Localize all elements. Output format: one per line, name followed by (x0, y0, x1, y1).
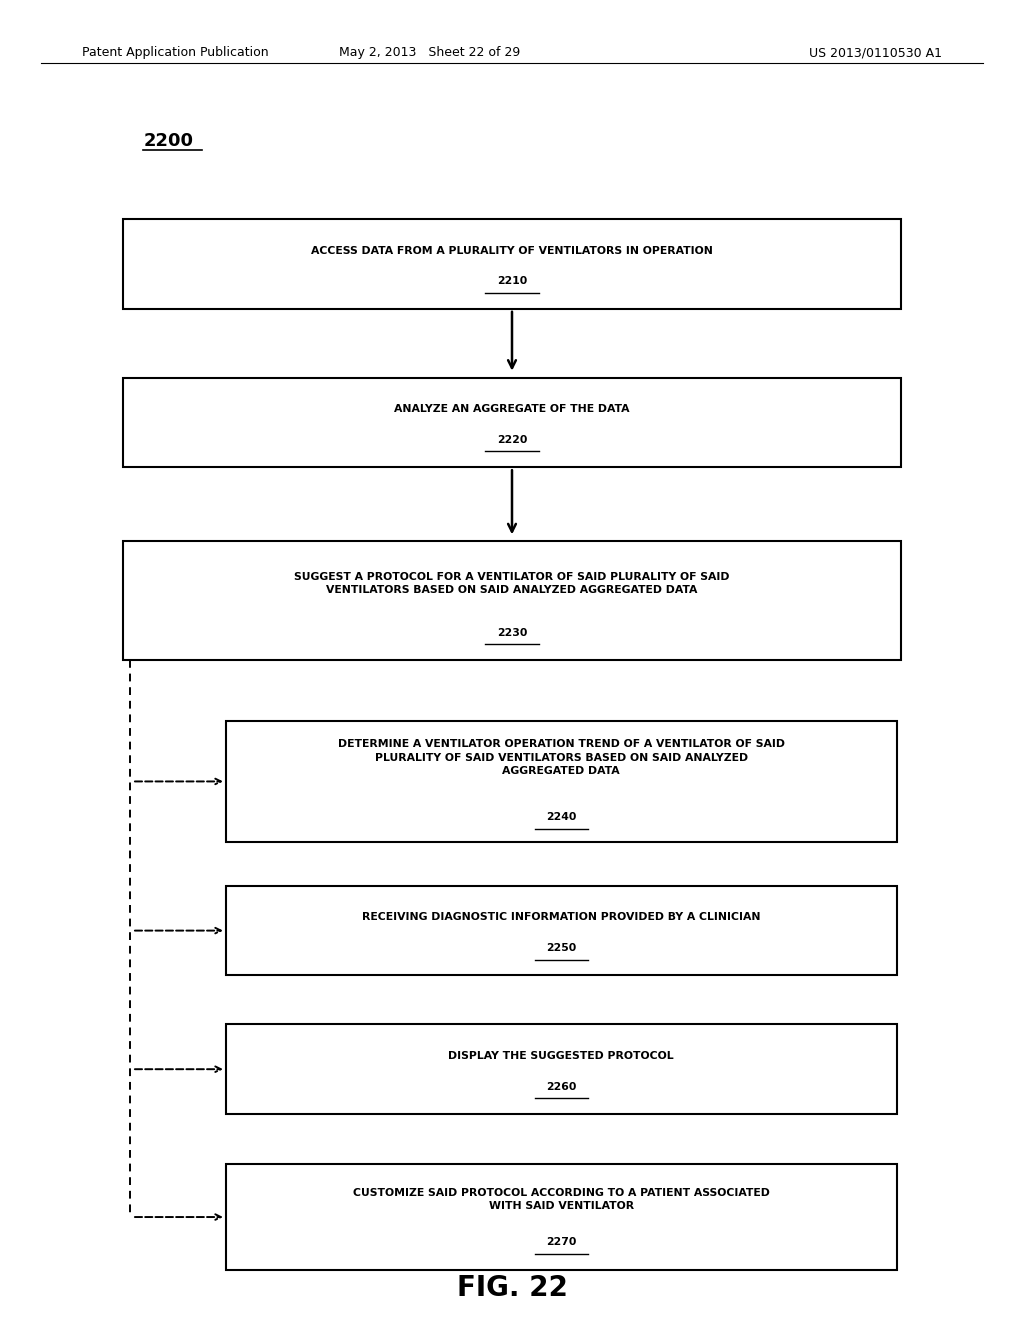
Text: ANALYZE AN AGGREGATE OF THE DATA: ANALYZE AN AGGREGATE OF THE DATA (394, 404, 630, 414)
Text: SUGGEST A PROTOCOL FOR A VENTILATOR OF SAID PLURALITY OF SAID
VENTILATORS BASED : SUGGEST A PROTOCOL FOR A VENTILATOR OF S… (294, 572, 730, 595)
FancyBboxPatch shape (226, 1024, 897, 1114)
Text: 2220: 2220 (497, 434, 527, 445)
Text: 2270: 2270 (546, 1237, 577, 1247)
Text: ACCESS DATA FROM A PLURALITY OF VENTILATORS IN OPERATION: ACCESS DATA FROM A PLURALITY OF VENTILAT… (311, 246, 713, 256)
Text: 2200: 2200 (143, 132, 194, 150)
Text: CUSTOMIZE SAID PROTOCOL ACCORDING TO A PATIENT ASSOCIATED
WITH SAID VENTILATOR: CUSTOMIZE SAID PROTOCOL ACCORDING TO A P… (352, 1188, 770, 1212)
FancyBboxPatch shape (123, 219, 901, 309)
FancyBboxPatch shape (123, 378, 901, 467)
Text: 2210: 2210 (497, 276, 527, 286)
Text: 2250: 2250 (546, 942, 577, 953)
Text: FIG. 22: FIG. 22 (457, 1274, 567, 1303)
Text: May 2, 2013   Sheet 22 of 29: May 2, 2013 Sheet 22 of 29 (339, 46, 521, 59)
FancyBboxPatch shape (226, 886, 897, 975)
FancyBboxPatch shape (226, 1164, 897, 1270)
Text: 2260: 2260 (546, 1081, 577, 1092)
FancyBboxPatch shape (226, 721, 897, 842)
Text: US 2013/0110530 A1: US 2013/0110530 A1 (809, 46, 942, 59)
Text: DETERMINE A VENTILATOR OPERATION TREND OF A VENTILATOR OF SAID
PLURALITY OF SAID: DETERMINE A VENTILATOR OPERATION TREND O… (338, 739, 784, 776)
FancyBboxPatch shape (123, 541, 901, 660)
Text: RECEIVING DIAGNOSTIC INFORMATION PROVIDED BY A CLINICIAN: RECEIVING DIAGNOSTIC INFORMATION PROVIDE… (361, 912, 761, 923)
Text: 2230: 2230 (497, 627, 527, 638)
Text: Patent Application Publication: Patent Application Publication (82, 46, 268, 59)
Text: DISPLAY THE SUGGESTED PROTOCOL: DISPLAY THE SUGGESTED PROTOCOL (449, 1051, 674, 1061)
Text: 2240: 2240 (546, 812, 577, 822)
